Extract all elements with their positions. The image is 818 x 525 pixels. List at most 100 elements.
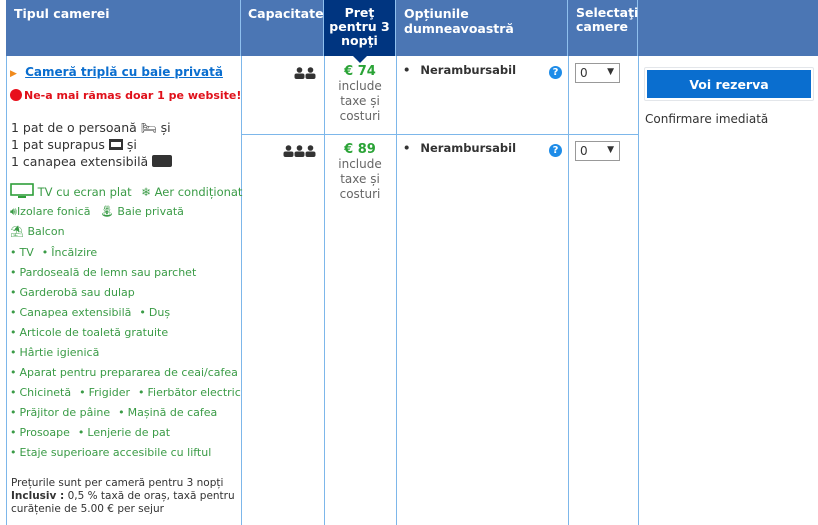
person-icon [305,145,316,157]
amenity-text: Fierbător electric [147,386,241,399]
help-icon[interactable]: ? [549,144,562,157]
note-text: Prețurile sunt per cameră pentru 3 nopți [11,477,224,489]
header-options: Opțiunile dumneavoastră [396,0,568,56]
scarcity-message: Ne-a mai rămas doar 1 pe website! [10,89,241,102]
room-name-link[interactable]: Cameră triplă cu baie privată [25,65,223,79]
amenity-line: • Aparat pentru prepararea de ceai/cafea [10,366,246,379]
bed-text: 1 pat de o persoană [11,120,137,135]
bullet: • [403,63,411,77]
facility-row: TV cu ecran plat ❄ Aer condiționat [10,183,242,199]
amenity-text: Încălzire [51,246,98,259]
and-text: și [126,137,137,152]
amenity-text: Chicinetă [19,386,72,399]
amenity-text: Hârtie igienică [19,346,100,359]
help-icon[interactable]: ? [549,66,562,79]
price-header-pointer [352,55,368,63]
inclusive-label: Inclusiv : [11,490,65,502]
tv-icon [10,183,34,198]
header-reserve [638,0,818,56]
capacity-icons [294,64,316,83]
room-quantity-select[interactable]: 0 ▼ [575,141,620,161]
bullet: • [403,141,411,155]
amenity-line: • Chicinetă • Frigider • Fierbător electric [10,386,249,399]
amenity-text: Canapea extensibilă [19,306,132,319]
amenity-item: • Duș [139,306,171,319]
facility-text: Balcon [27,225,65,238]
amenity-item: • Prăjitor de pâine [10,406,111,419]
amenity-text: Etaje superioare accesibile cu liftul [19,446,212,459]
divider [6,56,7,525]
price-note: Prețurile sunt per cameră pentru 3 nopți… [11,477,236,516]
shower-icon: ⛲︎ [99,205,114,218]
facility-row: 🔊︎Izolare fonică ⛲︎ Baie privată [10,205,184,219]
option-item: • Nerambursabil [403,141,516,155]
amenity-item: • Etaje superioare accesibile cu liftul [10,446,212,459]
amenity-line: • Etaje superioare accesibile cu liftul [10,446,219,459]
amenity-item: • Frigider [79,386,131,399]
price-subtext: taxe și [340,172,380,186]
inclusive-note: Inclusiv : 0,5 % taxă de oraș, taxă pent… [11,490,236,516]
reserve-button[interactable]: Voi rezerva [647,70,811,98]
amenity-item: • Pardoseală de lemn sau parchet [10,266,197,279]
header-label: Capacitate [248,6,324,21]
amenity-line: • Pardoseală de lemn sau parchet [10,266,204,279]
amenity-text: Prăjitor de pâine [19,406,111,419]
facility-text: Aer condiționat [154,185,243,199]
amenity-item: • Chicinetă [10,386,72,399]
person-icon [294,67,305,79]
room-quantity-select[interactable]: 0 ▼ [575,63,620,83]
option-text: Nerambursabil [420,63,517,77]
balcony-icon: ⛱︎ [10,225,24,238]
amenity-line: • Prosoape • Lenjerie de pat [10,426,178,439]
amenity-item: • Hârtie igienică [10,346,100,359]
price-subtext: include [338,157,382,171]
amenity-item: • Fierbător electric [138,386,241,399]
amenity-text: Duș [148,306,171,319]
price-cell: € 89 include taxe și costuri [324,142,396,202]
dropdown-arrow-icon: ▼ [607,145,614,155]
amenity-item: • Canapea extensibilă [10,306,132,319]
bed-text: 1 pat suprapus [11,137,105,152]
amenity-text: Garderobă sau dulap [19,286,135,299]
capacity-icons [283,142,316,161]
bunk-bed-icon [108,139,123,150]
expand-arrow-icon: ▶ [10,69,17,79]
amenity-line: • TV • Încălzire [10,246,105,259]
amenity-line: • Canapea extensibilă • Duș [10,306,178,319]
amenity-item: • Aparat pentru prepararea de ceai/cafea [10,366,238,379]
select-value: 0 [580,66,588,80]
price-subtext: include [338,79,382,93]
amenity-item: • Garderobă sau dulap [10,286,135,299]
amenity-text: Articole de toaletă gratuite [19,326,169,339]
amenity-text: TV [19,246,34,259]
header-label: Tipul camerei [14,6,110,21]
divider [638,56,639,525]
price-subtext: costuri [339,109,381,123]
reserve-button-wrap: Voi rezerva [644,67,814,101]
bed-item: 1 canapea extensibilă [11,153,173,170]
price-value: € 74 [344,64,376,79]
snowflake-icon: ❄ [141,185,151,199]
amenity-item: • Prosoape [10,426,70,439]
header-label: pentru 3 [329,19,390,34]
option-text: Nerambursabil [420,141,517,155]
header-select: Selectaţi camere [568,0,638,56]
amenity-line: • Prăjitor de pâine • Mașină de cafea [10,406,225,419]
header-label: camere [576,19,628,34]
instant-confirmation: Confirmare imediată [645,112,769,126]
amenity-text: Aparat pentru prepararea de ceai/cafea [19,366,238,379]
bed-item: 1 pat suprapus și [11,136,172,153]
and-text: și [160,120,171,135]
option-item: • Nerambursabil [403,63,516,77]
amenity-line: • Garderobă sau dulap [10,286,143,299]
facility-text: Baie privată [117,205,184,218]
divider [241,134,638,135]
amenity-line: • Hârtie igienică [10,346,107,359]
person-icon [305,67,316,79]
amenity-line: • Articole de toaletă gratuite [10,326,176,339]
dropdown-arrow-icon: ▼ [607,67,614,77]
bed-text: 1 canapea extensibilă [11,154,149,169]
person-icon [283,145,294,157]
red-dot-icon [10,89,22,101]
amenity-item: • Încălzire [41,246,98,259]
